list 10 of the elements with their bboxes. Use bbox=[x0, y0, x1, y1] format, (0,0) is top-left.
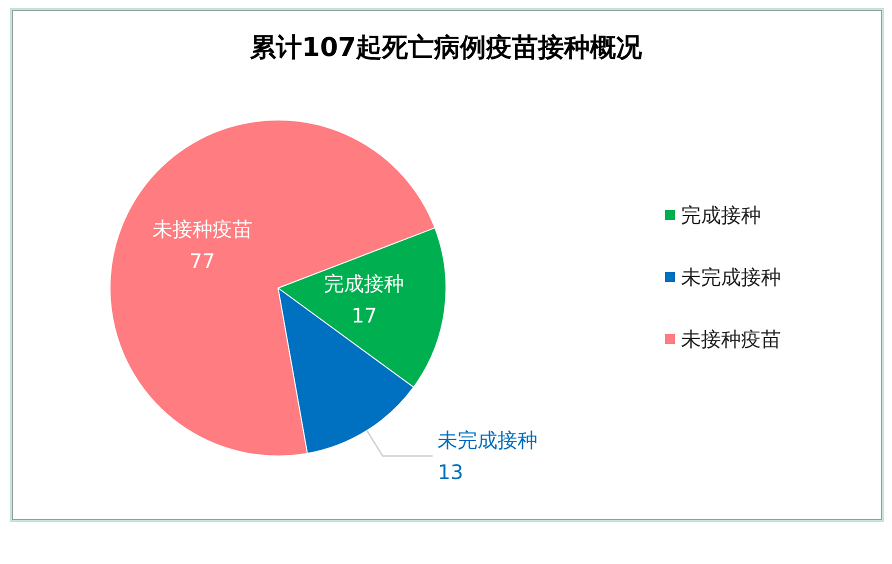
data-label: 17 bbox=[352, 304, 377, 328]
legend-label: 未完成接种 bbox=[681, 265, 781, 289]
chart-title: 累计107起死亡病例疫苗接种概况 bbox=[248, 33, 644, 63]
legend-label: 完成接种 bbox=[681, 203, 761, 227]
slice-label: 完成接种 bbox=[324, 272, 404, 296]
data-label: 13 bbox=[438, 460, 464, 484]
slice-label: 未接种疫苗 bbox=[152, 217, 252, 242]
slice-label: 未完成接种 bbox=[438, 428, 538, 452]
legend-label: 未接种疫苗 bbox=[681, 327, 781, 351]
data-label: 77 bbox=[190, 249, 215, 274]
